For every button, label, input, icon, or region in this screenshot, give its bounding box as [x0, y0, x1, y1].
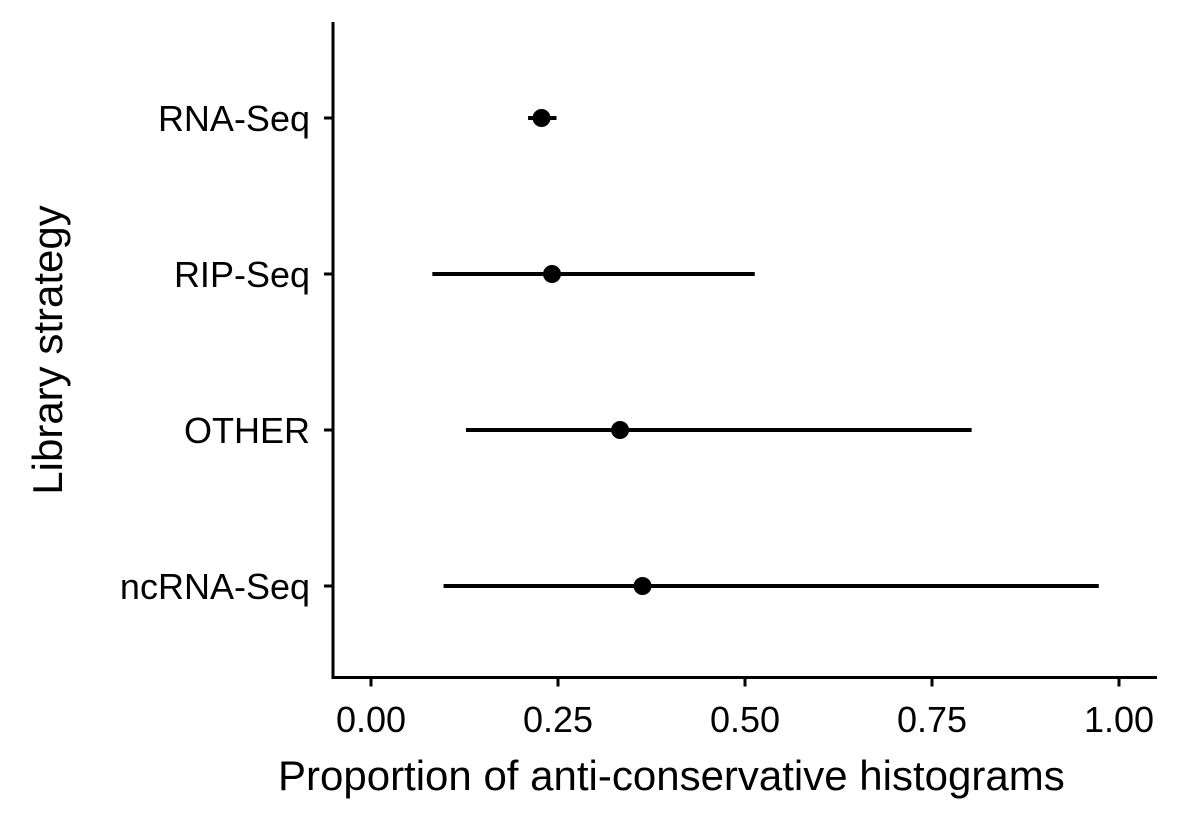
y-tick-label: OTHER	[184, 410, 310, 451]
y-tick-label: ncRNA-Seq	[120, 566, 310, 607]
x-tick-label: 0.25	[523, 699, 593, 740]
x-tick-label: 0.00	[336, 699, 406, 740]
x-tick-label: 0.50	[710, 699, 780, 740]
y-tick-label: RNA-Seq	[158, 98, 310, 139]
x-ticks: 0.00 0.25 0.50 0.75 1.00	[336, 677, 1154, 740]
x-tick-label: 0.75	[897, 699, 967, 740]
chart-marks	[432, 109, 1099, 595]
x-axis-title: Proportion of anti-conservative histogra…	[278, 752, 1065, 799]
data-point	[532, 109, 551, 127]
y-axis-title: Library strategy	[24, 205, 71, 494]
data-point	[633, 577, 652, 595]
x-tick-label: 1.00	[1084, 699, 1154, 740]
y-ticks: RNA-Seq RIP-Seq OTHER ncRNA-Seq	[120, 98, 333, 607]
data-point	[611, 421, 630, 439]
y-tick-label: RIP-Seq	[174, 254, 310, 295]
data-point	[543, 265, 562, 283]
